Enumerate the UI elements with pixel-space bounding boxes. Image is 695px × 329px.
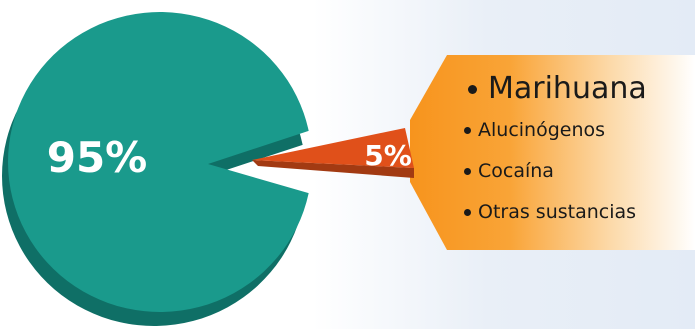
list-item: Otras sustancias [460, 192, 647, 233]
callout-box [410, 55, 695, 250]
list-item: Cocaína [460, 151, 647, 192]
substance-list: Marihuana Alucinógenos Cocaína Otras sus… [460, 68, 647, 233]
list-item-label: Otras sustancias [478, 201, 637, 223]
list-item: Alucinógenos [460, 110, 647, 151]
slice-label-large: 95% [47, 133, 148, 182]
list-item: Marihuana [460, 68, 647, 110]
bullet-icon [464, 209, 471, 216]
list-item-label: Alucinógenos [478, 119, 606, 141]
bullet-icon [468, 84, 477, 94]
list-item-label: Marihuana [488, 71, 647, 106]
list-item-label: Cocaína [478, 160, 554, 182]
pie-slice-small [252, 128, 414, 168]
slice-label-small: 5% [364, 139, 412, 172]
bullet-icon [464, 168, 471, 175]
pie-slice-small-depth [252, 160, 414, 178]
pie-slice-large [7, 12, 309, 313]
bullet-icon [464, 127, 471, 134]
